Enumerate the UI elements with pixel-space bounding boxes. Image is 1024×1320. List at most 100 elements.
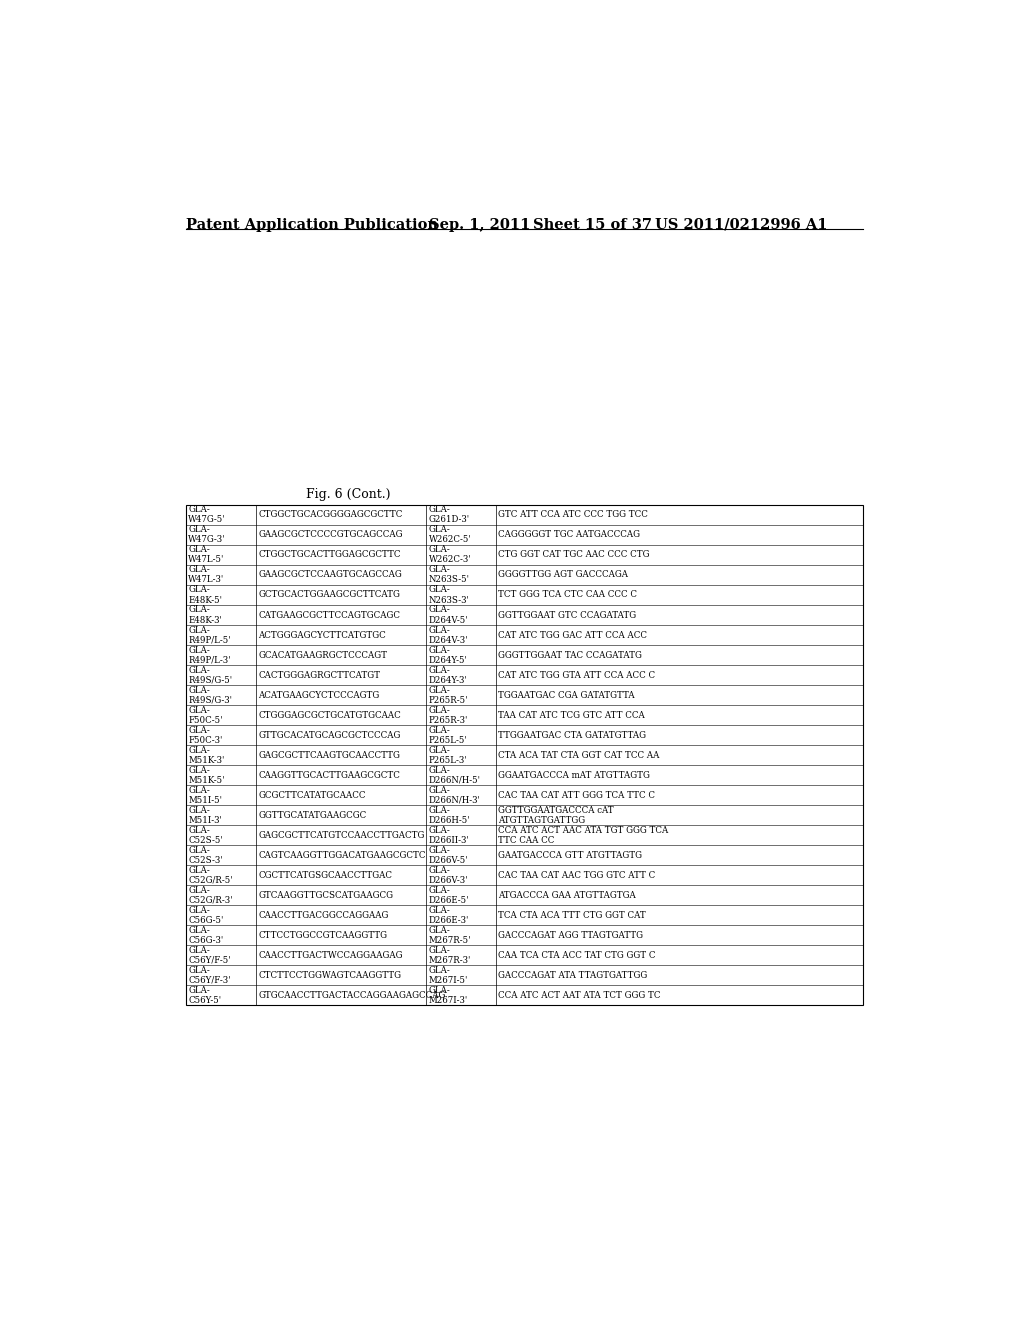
Text: CAA TCA CTA ACC TAT CTG GGT C: CAA TCA CTA ACC TAT CTG GGT C: [499, 950, 656, 960]
Text: CTTCCTGGCCGTCAAGGTTG: CTTCCTGGCCGTCAAGGTTG: [258, 931, 387, 940]
Text: GLA-
R49S/G-3': GLA- R49S/G-3': [188, 685, 232, 705]
Text: GLA-
M267R-3': GLA- M267R-3': [429, 946, 471, 965]
Text: CAAGGTTGCACTTGAAGCGCTC: CAAGGTTGCACTTGAAGCGCTC: [258, 771, 400, 780]
Text: CTCTTCCTGGWAGTCAAGGTTG: CTCTTCCTGGWAGTCAAGGTTG: [258, 972, 401, 979]
Text: GACCCAGAT AGG TTAGTGATTG: GACCCAGAT AGG TTAGTGATTG: [499, 931, 643, 940]
Text: GLA-
W47G-3': GLA- W47G-3': [188, 525, 226, 544]
Text: CTGGGAGCGCTGCATGTGCAAC: CTGGGAGCGCTGCATGTGCAAC: [258, 710, 401, 719]
Text: Fig. 6 (Cont.): Fig. 6 (Cont.): [306, 488, 391, 502]
Text: GACCCAGAT ATA TTAGTGATTGG: GACCCAGAT ATA TTAGTGATTGG: [499, 972, 648, 979]
Text: GCACATGAAGRGCTCCCAGT: GCACATGAAGRGCTCCCAGT: [258, 651, 387, 660]
Text: GLA-
C52S-5': GLA- C52S-5': [188, 826, 223, 845]
Text: GLA-
R49P/L-5': GLA- R49P/L-5': [188, 626, 231, 644]
Text: GTCAAGGTTGCSCATGAAGCG: GTCAAGGTTGCSCATGAAGCG: [258, 891, 393, 900]
Text: GLA-
C52S-3': GLA- C52S-3': [188, 846, 223, 865]
Text: CCA ATC ACT AAC ATA TGT GGG TCA
TTC CAA CC: CCA ATC ACT AAC ATA TGT GGG TCA TTC CAA …: [499, 826, 669, 845]
Text: GAGCGCTTCAAGTGCAACCTTG: GAGCGCTTCAAGTGCAACCTTG: [258, 751, 400, 759]
Text: TGGAATGAC CGA GATATGTTA: TGGAATGAC CGA GATATGTTA: [499, 690, 635, 700]
Text: CGCTTCATGSGCAACCTTGAC: CGCTTCATGSGCAACCTTGAC: [258, 871, 392, 879]
Text: CAACCTTGACTWCCAGGAAGAG: CAACCTTGACTWCCAGGAAGAG: [258, 950, 402, 960]
Text: GGTTGCATATGAAGCGC: GGTTGCATATGAAGCGC: [258, 810, 367, 820]
Text: GLA-
D266E-3': GLA- D266E-3': [429, 906, 469, 925]
Text: GLA-
M51K-3': GLA- M51K-3': [188, 746, 225, 764]
Text: GLA-
P265L-5': GLA- P265L-5': [429, 726, 467, 744]
Text: GGAATGACCCA mAT ATGTTAGTG: GGAATGACCCA mAT ATGTTAGTG: [499, 771, 650, 780]
Text: GTTGCACATGCAGCGCTCCCAG: GTTGCACATGCAGCGCTCCCAG: [258, 731, 400, 739]
Text: GLA-
C56Y-5': GLA- C56Y-5': [188, 986, 221, 1005]
Text: GLA-
D266II-3': GLA- D266II-3': [429, 826, 469, 845]
Text: GLA-
M267I-3': GLA- M267I-3': [429, 986, 468, 1005]
Text: CATGAAGCGCTTCCAGTGCAGC: CATGAAGCGCTTCCAGTGCAGC: [258, 611, 400, 619]
Text: GLA-
W262C-5': GLA- W262C-5': [429, 525, 471, 544]
Text: Sheet 15 of 37: Sheet 15 of 37: [532, 218, 651, 232]
Text: Patent Application Publication: Patent Application Publication: [186, 218, 438, 232]
Text: GTGCAACCTTGACTACCAGGAAGAGCCAG: GTGCAACCTTGACTACCAGGAAGAGCCAG: [258, 991, 445, 999]
Text: GAAGCGCTCCAAGTGCAGCCAG: GAAGCGCTCCAAGTGCAGCCAG: [258, 570, 402, 579]
Text: GLA-
M267I-5': GLA- M267I-5': [429, 966, 468, 985]
Text: GAAGCGCTCCCCGTGCAGCCAG: GAAGCGCTCCCCGTGCAGCCAG: [258, 531, 402, 540]
Text: GLA-
W262C-3': GLA- W262C-3': [429, 545, 471, 565]
Text: CAC TAA CAT AAC TGG GTC ATT C: CAC TAA CAT AAC TGG GTC ATT C: [499, 871, 655, 879]
Text: GTC ATT CCA ATC CCC TGG TCC: GTC ATT CCA ATC CCC TGG TCC: [499, 511, 648, 519]
Text: GLA-
C52G/R-3': GLA- C52G/R-3': [188, 886, 232, 904]
Text: CTG GGT CAT TGC AAC CCC CTG: CTG GGT CAT TGC AAC CCC CTG: [499, 550, 650, 560]
Text: GLA-
P265R-5': GLA- P265R-5': [429, 685, 468, 705]
Text: GLA-
D264Y-3': GLA- D264Y-3': [429, 665, 467, 685]
Text: TTGGAATGAC CTA GATATGTTAG: TTGGAATGAC CTA GATATGTTAG: [499, 731, 646, 739]
Text: GLA-
D266V-3': GLA- D266V-3': [429, 866, 468, 884]
Text: CAGGGGGT TGC AATGACCCAG: CAGGGGGT TGC AATGACCCAG: [499, 531, 640, 540]
Text: CAT ATC TGG GTA ATT CCA ACC C: CAT ATC TGG GTA ATT CCA ACC C: [499, 671, 655, 680]
Text: GLA-
M51K-5': GLA- M51K-5': [188, 766, 225, 784]
Text: CTGGCTGCACGGGGAGCGCTTC: CTGGCTGCACGGGGAGCGCTTC: [258, 511, 402, 519]
Text: ACATGAAGCYCTCCCAGTG: ACATGAAGCYCTCCCAGTG: [258, 690, 380, 700]
Text: GGTTGGAATGACCCA cAT
ATGTTAGTGATTGG: GGTTGGAATGACCCA cAT ATGTTAGTGATTGG: [499, 805, 614, 825]
Text: CAGTCAAGGTTGGACATGAAGCGCTC: CAGTCAAGGTTGGACATGAAGCGCTC: [258, 851, 426, 859]
Text: GLA-
M267R-5': GLA- M267R-5': [429, 925, 471, 945]
Text: GLA-
C56G-3': GLA- C56G-3': [188, 925, 223, 945]
Text: GLA-
R49P/L-3': GLA- R49P/L-3': [188, 645, 231, 664]
Text: CAACCTTGACGGCCAGGAAG: CAACCTTGACGGCCAGGAAG: [258, 911, 388, 920]
Text: TCA CTA ACA TTT CTG GGT CAT: TCA CTA ACA TTT CTG GGT CAT: [499, 911, 646, 920]
Text: ATGACCCA GAA ATGTTAGTGA: ATGACCCA GAA ATGTTAGTGA: [499, 891, 636, 900]
Text: GGTTGGAAT GTC CCAGATATG: GGTTGGAAT GTC CCAGATATG: [499, 611, 637, 619]
Text: GLA-
E48K-3': GLA- E48K-3': [188, 606, 222, 624]
Text: CAC TAA CAT ATT GGG TCA TTC C: CAC TAA CAT ATT GGG TCA TTC C: [499, 791, 655, 800]
Text: CACTGGGAGRGCTTCATGT: CACTGGGAGRGCTTCATGT: [258, 671, 380, 680]
Text: GLA-
W47G-5': GLA- W47G-5': [188, 506, 226, 524]
Bar: [186, 506, 863, 1006]
Text: CCA ATC ACT AAT ATA TCT GGG TC: CCA ATC ACT AAT ATA TCT GGG TC: [499, 991, 660, 999]
Text: TAA CAT ATC TCG GTC ATT CCA: TAA CAT ATC TCG GTC ATT CCA: [499, 710, 645, 719]
Text: GGGTTGGAAT TAC CCAGATATG: GGGTTGGAAT TAC CCAGATATG: [499, 651, 642, 660]
Text: GLA-
C56G-5': GLA- C56G-5': [188, 906, 224, 925]
Text: US 2011/0212996 A1: US 2011/0212996 A1: [655, 218, 827, 232]
Text: GLA-
P265R-3': GLA- P265R-3': [429, 706, 468, 725]
Text: GGGGTTGG AGT GACCCAGA: GGGGTTGG AGT GACCCAGA: [499, 570, 629, 579]
Text: GLA-
N263S-3': GLA- N263S-3': [429, 586, 470, 605]
Text: GLA-
W47L-5': GLA- W47L-5': [188, 545, 225, 565]
Text: GLA-
D264Y-5': GLA- D264Y-5': [429, 645, 468, 664]
Text: GLA-
D266N/H-3': GLA- D266N/H-3': [429, 785, 480, 805]
Text: GLA-
F50C-5': GLA- F50C-5': [188, 706, 223, 725]
Text: GLA-
R49S/G-5': GLA- R49S/G-5': [188, 665, 232, 685]
Text: GLA-
D266N/H-5': GLA- D266N/H-5': [429, 766, 480, 784]
Text: GAGCGCTTCATGTCCAACCTTGACTG: GAGCGCTTCATGTCCAACCTTGACTG: [258, 830, 425, 840]
Text: GLA-
G261D-3': GLA- G261D-3': [429, 506, 470, 524]
Text: GLA-
D266E-5': GLA- D266E-5': [429, 886, 469, 904]
Text: GLA-
D266V-5': GLA- D266V-5': [429, 846, 468, 865]
Text: GCGCTTCATATGCAACC: GCGCTTCATATGCAACC: [258, 791, 366, 800]
Text: GLA-
D264V-3': GLA- D264V-3': [429, 626, 468, 644]
Text: CTA ACA TAT CTA GGT CAT TCC AA: CTA ACA TAT CTA GGT CAT TCC AA: [499, 751, 659, 759]
Text: GAATGACCCA GTT ATGTTAGTG: GAATGACCCA GTT ATGTTAGTG: [499, 851, 642, 859]
Text: GLA-
P265L-3': GLA- P265L-3': [429, 746, 467, 764]
Text: Sep. 1, 2011: Sep. 1, 2011: [429, 218, 530, 232]
Text: TCT GGG TCA CTC CAA CCC C: TCT GGG TCA CTC CAA CCC C: [499, 590, 638, 599]
Text: CTGGCTGCACTTGGAGCGCTTC: CTGGCTGCACTTGGAGCGCTTC: [258, 550, 400, 560]
Text: CAT ATC TGG GAC ATT CCA ACC: CAT ATC TGG GAC ATT CCA ACC: [499, 631, 647, 639]
Text: GLA-
D264V-5': GLA- D264V-5': [429, 606, 468, 624]
Text: GLA-
E48K-5': GLA- E48K-5': [188, 586, 222, 605]
Text: GLA-
W47L-3': GLA- W47L-3': [188, 565, 224, 585]
Text: GLA-
C56Y/F-5': GLA- C56Y/F-5': [188, 946, 231, 965]
Text: GLA-
D266H-5': GLA- D266H-5': [429, 805, 470, 825]
Text: ACTGGGAGCYCTTCATGTGC: ACTGGGAGCYCTTCATGTGC: [258, 631, 386, 639]
Text: GLA-
M51I-3': GLA- M51I-3': [188, 805, 222, 825]
